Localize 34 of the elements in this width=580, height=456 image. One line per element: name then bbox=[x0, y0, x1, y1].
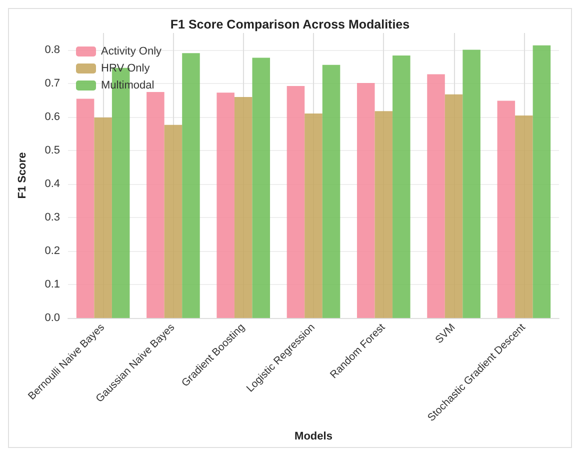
bar bbox=[286, 86, 305, 318]
bar bbox=[392, 55, 410, 318]
y-tick-label: 0.4 bbox=[44, 178, 60, 190]
bar bbox=[497, 100, 516, 318]
bar bbox=[427, 74, 445, 318]
bar bbox=[216, 92, 234, 318]
y-tick-label: 0.0 bbox=[44, 312, 60, 324]
bar bbox=[462, 50, 480, 318]
legend-label: Activity Only bbox=[101, 46, 162, 58]
bar bbox=[76, 98, 94, 318]
bar bbox=[146, 92, 164, 318]
y-axis-title: F1 Score bbox=[16, 152, 28, 199]
bar bbox=[532, 45, 551, 318]
bar bbox=[164, 124, 182, 318]
bar bbox=[322, 64, 340, 318]
bar bbox=[356, 82, 375, 318]
y-tick-label: 0.8 bbox=[44, 44, 60, 56]
bar bbox=[94, 117, 112, 318]
bar bbox=[304, 113, 322, 318]
y-tick-label: 0.6 bbox=[44, 110, 60, 123]
chart-title: F1 Score Comparison Across Modalities bbox=[170, 18, 410, 32]
y-tick-label: 0.7 bbox=[44, 77, 60, 90]
y-tick-label: 0.5 bbox=[44, 144, 60, 156]
x-axis-title: Models bbox=[294, 430, 332, 442]
y-tick-label: 0.2 bbox=[44, 244, 60, 257]
bar bbox=[515, 115, 533, 318]
legend-label: HRV Only bbox=[101, 62, 150, 74]
bar bbox=[182, 53, 200, 318]
bar bbox=[444, 94, 463, 318]
y-tick-label: 0.3 bbox=[44, 211, 60, 224]
bar bbox=[252, 58, 270, 318]
bar bbox=[234, 97, 252, 318]
bar bbox=[374, 111, 393, 318]
y-tick-label: 0.1 bbox=[44, 278, 60, 290]
